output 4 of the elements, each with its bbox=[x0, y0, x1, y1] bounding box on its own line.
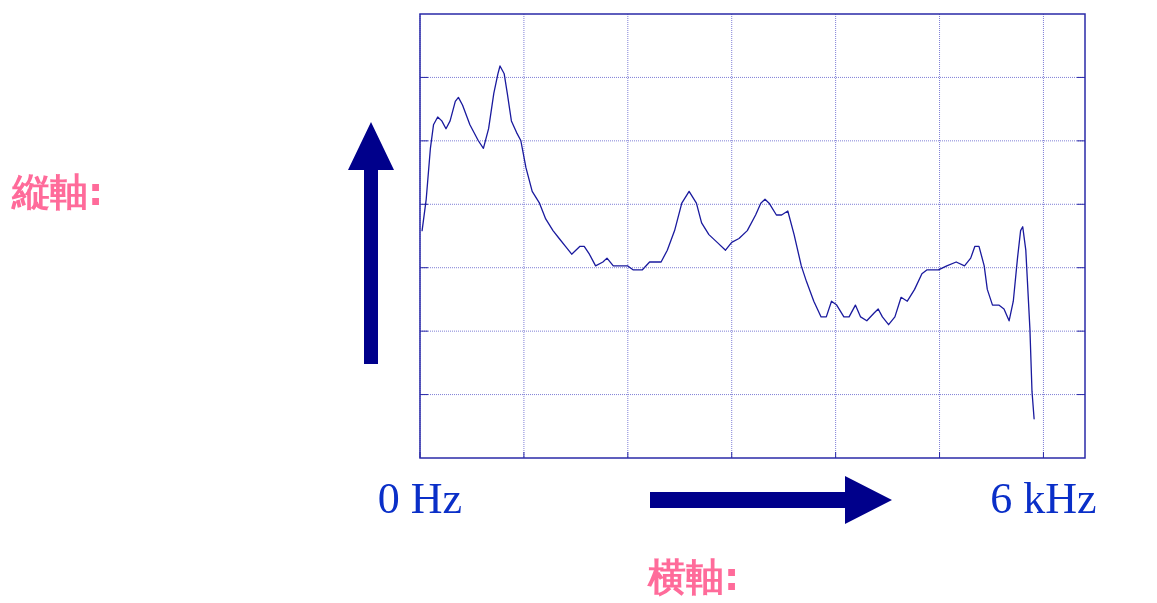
x-tick-label: 6 kHz bbox=[990, 474, 1097, 523]
text: 縦軸: bbox=[11, 170, 104, 214]
text: 横軸: bbox=[647, 555, 740, 599]
x-tick-label: 0 Hz bbox=[377, 474, 463, 523]
